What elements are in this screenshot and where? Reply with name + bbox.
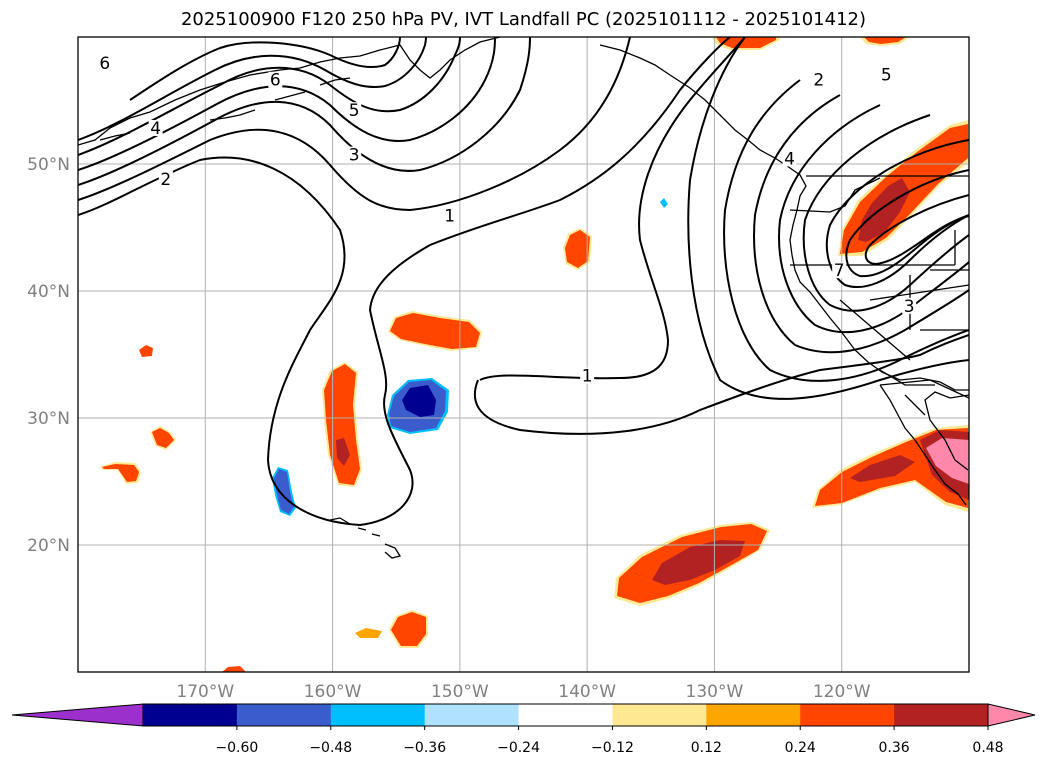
shade-negative	[272, 198, 668, 516]
lat-tick-label: 50°N	[27, 155, 70, 175]
contour-label: 2	[813, 71, 824, 91]
colorbar-tick-label: −0.48	[309, 740, 352, 756]
colorbar-tick-label: 0.24	[785, 740, 816, 756]
pv-contour-6	[78, 37, 427, 141]
latitude-labels: 50°N 40°N 30°N 20°N	[27, 155, 70, 556]
shade-subtropical-swath	[614, 522, 770, 606]
lat-tick-label: 40°N	[27, 282, 70, 302]
coast-baja	[879, 384, 967, 506]
colorbar-extend-high	[987, 703, 1036, 727]
contour-label: 2	[160, 170, 171, 190]
figure-title: 2025100900 F120 250 hPa PV, IVT Landfall…	[180, 9, 867, 30]
pv-high-6	[825, 139, 969, 288]
contour-label-bg	[347, 102, 362, 119]
pv-high-8	[864, 194, 969, 266]
contour-label: 4	[784, 149, 795, 169]
lon-tick-label: 160°W	[304, 682, 362, 702]
pv-contour-2	[78, 37, 631, 212]
contour-label: 4	[150, 119, 161, 139]
colorbar-tick-label: 0.48	[972, 740, 1003, 756]
coastlines	[78, 37, 969, 559]
pv-contour-5	[78, 37, 461, 156]
colorbar-swatch	[800, 704, 895, 726]
lon-tick-label: 140°W	[558, 682, 616, 702]
contour-labels: 6 4 2 6 5 3 1 1 2 5 4 7 3	[97, 54, 917, 387]
contour-label-bg	[347, 146, 362, 163]
colorbar-tick-label: −0.12	[591, 740, 634, 756]
colorbar: −0.60 −0.48 −0.36 −0.24 −0.12 0.12 0.24 0.36 0.4…	[11, 703, 1036, 756]
pv-contour-4	[78, 37, 496, 171]
contour-label-bg	[902, 297, 917, 314]
contour-label: 3	[904, 297, 915, 317]
coast-hawaii	[329, 517, 402, 559]
pv-high-4	[778, 104, 969, 334]
contour-label-bg	[811, 71, 826, 88]
gridlines	[78, 37, 969, 672]
contour-label: 1	[582, 367, 593, 387]
colorbar-swatch	[236, 704, 332, 726]
contour-label: 5	[881, 66, 892, 86]
lon-tick-label: 170°W	[176, 682, 234, 702]
pv-high-1	[687, 37, 969, 400]
colorbar-swatch	[894, 704, 989, 726]
longitude-labels: 170°W 160°W 150°W 140°W 130°W 120°W	[176, 682, 870, 702]
colorbar-extend-low	[11, 703, 144, 727]
coast-alaska	[78, 37, 501, 146]
contour-label-bg	[268, 71, 283, 88]
contour-label-bg	[97, 55, 112, 72]
contour-label-bg	[148, 119, 163, 136]
coast-north-america	[599, 44, 969, 471]
colorbar-swatch	[424, 704, 520, 726]
contour-label-bg	[442, 207, 457, 224]
map-frame	[77, 36, 970, 673]
ivt-shading-layer	[100, 37, 969, 672]
colorbar-tick-label: −0.36	[403, 740, 446, 756]
lon-tick-label: 150°W	[431, 682, 489, 702]
contour-label-bg	[879, 66, 894, 83]
pv-contour-7	[129, 37, 401, 101]
contour-label: 7	[834, 261, 845, 281]
pv-high-2	[723, 79, 969, 382]
colorbar-swatch	[330, 704, 426, 726]
shade-pacific-northwest	[838, 120, 969, 256]
border-mexico	[879, 379, 969, 399]
colorbar-frame	[142, 703, 989, 727]
shade-central-blobs	[100, 37, 910, 672]
contour-label: 3	[349, 146, 360, 166]
pv-high-3	[753, 94, 969, 354]
pv-high-7	[845, 169, 969, 278]
pv-contours	[78, 37, 969, 527]
colorbar-swatch	[143, 704, 238, 726]
contour-label: 1	[444, 207, 455, 227]
colorbar-tick-label: −0.60	[215, 740, 258, 756]
coast-aleutians	[99, 77, 351, 141]
contour-label: 5	[349, 101, 360, 121]
lat-tick-label: 20°N	[27, 536, 70, 556]
lat-tick-label: 30°N	[27, 409, 70, 429]
colorbar-tick-label: 0.12	[691, 740, 722, 756]
colorbar-swatch	[612, 704, 707, 726]
pv-high-5	[802, 114, 969, 312]
lon-tick-label: 130°W	[686, 682, 744, 702]
contour-label-bg	[782, 150, 797, 167]
colorbar-tick-label: 0.36	[879, 740, 910, 756]
colorbar-tick-label: −0.24	[497, 740, 540, 756]
contour-label-bg	[580, 367, 595, 384]
contour-label: 6	[99, 54, 110, 74]
contour-label-bg	[832, 262, 847, 279]
contour-label-bg	[158, 170, 173, 187]
colorbar-swatch	[706, 704, 801, 726]
shade-southwest	[812, 425, 969, 512]
contour-label: 6	[270, 71, 281, 91]
map-background	[78, 37, 969, 672]
lon-tick-label: 120°W	[813, 682, 871, 702]
colorbar-swatch	[518, 704, 613, 726]
